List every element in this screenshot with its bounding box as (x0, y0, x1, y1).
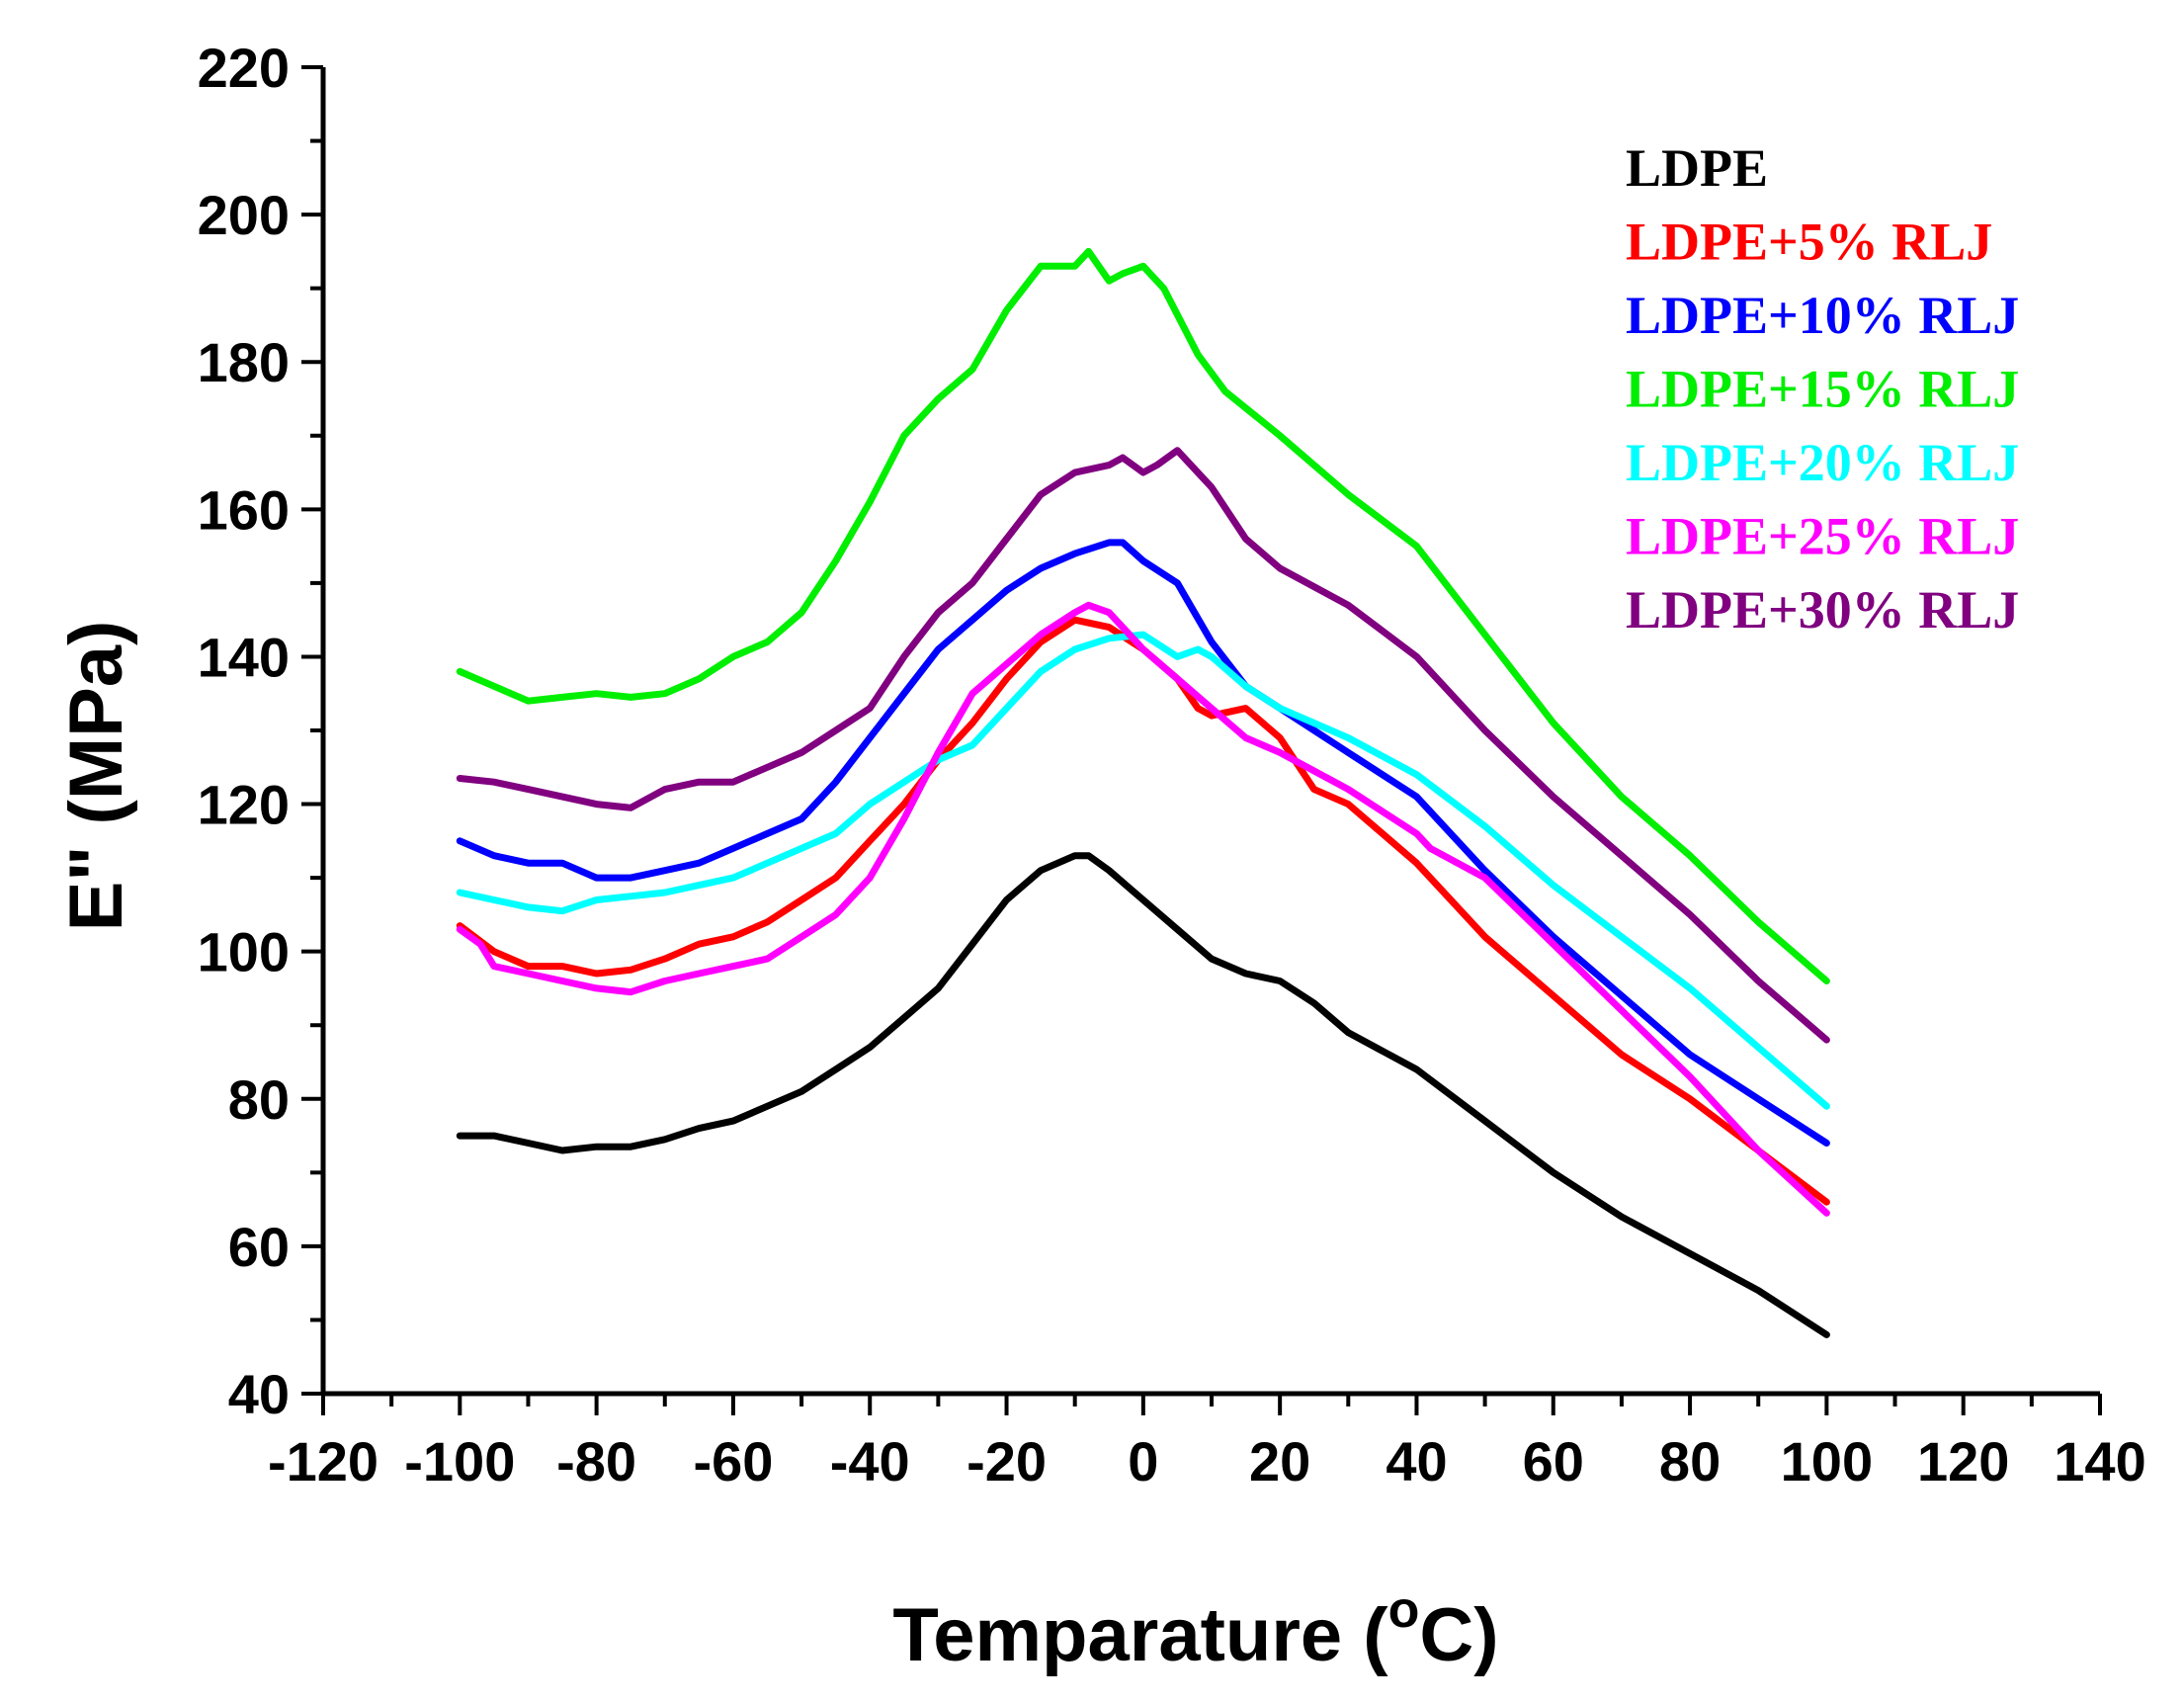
series-line-ldpe-20-rlj (456, 631, 1830, 1110)
x-tick-label: -20 (966, 1430, 1047, 1492)
series-line-ldpe (456, 852, 1830, 1338)
x-tick-label: 20 (1249, 1430, 1310, 1492)
x-tick-label: 0 (1128, 1430, 1158, 1492)
y-tick-label: 60 (228, 1216, 290, 1278)
x-tick-label: -40 (830, 1430, 910, 1492)
legend-entry: LDPE+20% RLJ (1626, 433, 2019, 492)
y-tick-label: 40 (228, 1363, 290, 1425)
x-tick-label: -60 (693, 1430, 773, 1492)
y-axis-title: E" (MPa) (54, 621, 138, 932)
legend-entry: LDPE+25% RLJ (1626, 507, 2019, 566)
x-tick-label: 60 (1523, 1430, 1584, 1492)
y-tick-label: 220 (198, 37, 290, 99)
x-tick-label: 140 (2054, 1430, 2145, 1492)
y-tick-label: 180 (198, 331, 290, 393)
y-tick-label: 160 (198, 478, 290, 541)
x-tick-label: -80 (556, 1430, 636, 1492)
legend-entry: LDPE (1626, 138, 1768, 198)
series-line-ldpe-30-rlj (456, 447, 1830, 1044)
legend-entry: LDPE+30% RLJ (1626, 580, 2019, 639)
legend-entry: LDPE+10% RLJ (1626, 286, 2019, 345)
x-axis-title-superscript: o (1388, 1581, 1420, 1639)
y-tick-label: 100 (198, 921, 290, 983)
legend-entry: LDPE+15% RLJ (1626, 360, 2019, 419)
legend: LDPE LDPE+5% RLJ LDPE+10% RLJ LDPE+15% RLJ L… (1626, 138, 2019, 639)
y-tick-label: 140 (198, 626, 290, 688)
series-line-ldpe-25-rlj (456, 601, 1830, 1217)
x-tick-label: 100 (1781, 1430, 1873, 1492)
y-tick-label: 80 (228, 1068, 290, 1131)
x-axis-title-main: Temparature ( (892, 1593, 1388, 1677)
series-line-ldpe-10-rlj (456, 539, 1830, 1147)
x-tick-label: 40 (1386, 1430, 1447, 1492)
x-tick-label: -100 (404, 1430, 515, 1492)
x-tick-label: 80 (1659, 1430, 1721, 1492)
legend-entry: LDPE+5% RLJ (1626, 213, 1992, 272)
y-tick-label: 200 (198, 184, 290, 246)
x-axis-title: Temparature (oC) (892, 1581, 1498, 1677)
x-axis-title-unit: C) (1419, 1593, 1498, 1677)
series-line-ldpe-15-rlj (456, 247, 1830, 984)
series-line-ldpe-5-rlj (456, 616, 1830, 1206)
series-lines (456, 247, 1830, 1338)
y-tick-label: 120 (198, 774, 290, 836)
x-tick-label: -120 (268, 1430, 378, 1492)
x-tick-label: 120 (1917, 1430, 2009, 1492)
